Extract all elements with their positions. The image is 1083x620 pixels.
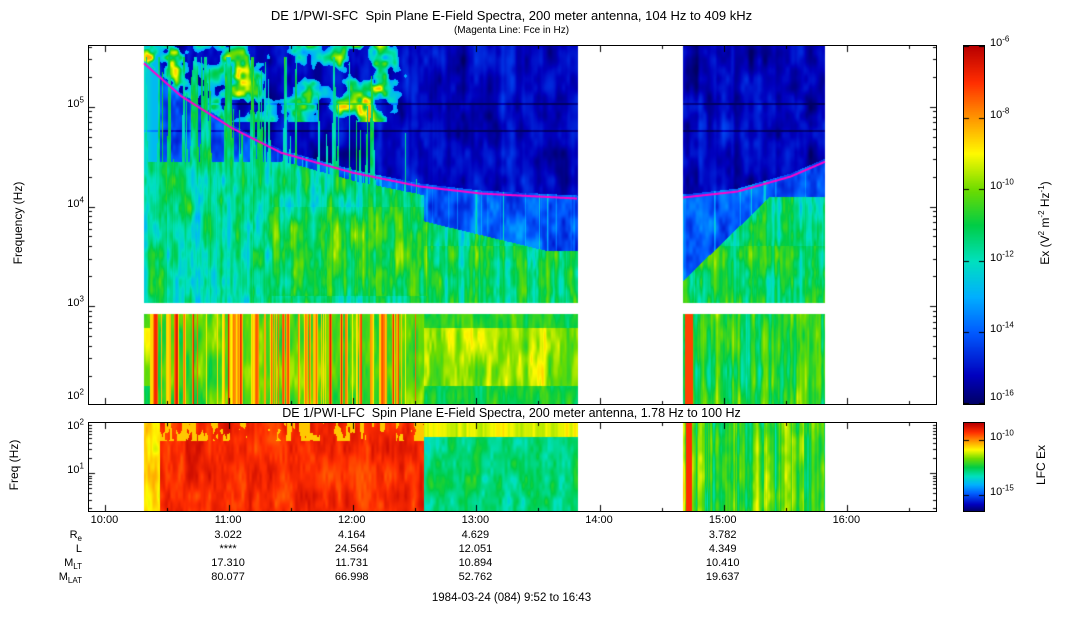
sfc-colorbar-label: Ex (V2 m-2 Hz-1) <box>1037 181 1052 265</box>
ephemeris-value: 3.782 <box>708 529 737 541</box>
time-tick-label: 16:00 <box>832 514 861 526</box>
ephemeris-value: 4.164 <box>337 529 366 541</box>
ephemeris-value: 4.349 <box>708 543 737 555</box>
caption: 1984-03-24 (084) 9:52 to 16:43 <box>431 592 592 604</box>
sfc-plot-subtitle: (Magenta Line: Fce in Hz) <box>453 25 570 36</box>
sfc-spectrogram-canvas <box>89 46 936 404</box>
ephemeris-value: **** <box>219 543 237 555</box>
ephemeris-value: 66.998 <box>334 571 369 583</box>
lfc-colorbar-tick-label: 10-15 <box>990 482 1014 498</box>
time-tick-label: 15:00 <box>708 514 737 526</box>
sfc-ytick-label: 104 <box>67 194 84 210</box>
sfc-spectrogram-plot <box>88 45 937 405</box>
sfc-colorbar-tick-label: 10-12 <box>990 249 1014 264</box>
sfc-colorbar <box>963 45 985 405</box>
ephemeris-value: 10.410 <box>705 557 740 569</box>
time-tick-label: 14:00 <box>585 514 613 526</box>
ephemeris-row-label: L <box>75 543 82 555</box>
time-tick-label: 10:00 <box>90 514 119 526</box>
sfc-colorbar-tick-label: 10-16 <box>990 388 1014 403</box>
lfc-colorbar-gradient <box>964 423 984 511</box>
ephemeris-value: 10.894 <box>458 557 493 569</box>
sfc-ytick-label: 102 <box>67 387 84 402</box>
sfc-colorbar-tick-label: 10-8 <box>990 105 1010 121</box>
ephemeris-value: 52.762 <box>458 571 493 583</box>
ephemeris-value: 12.051 <box>458 543 493 555</box>
ephemeris-value: 24.564 <box>334 543 369 555</box>
sfc-colorbar-gradient <box>964 46 984 404</box>
sfc-y-axis-label: Frequency (Hz) <box>11 181 25 265</box>
lfc-colorbar <box>963 422 985 512</box>
ephemeris-row-label: MLAT <box>58 571 82 586</box>
ephemeris-value: 17.310 <box>211 557 245 569</box>
sfc-ytick-label: 105 <box>67 95 84 110</box>
sfc-ytick-label: 103 <box>67 294 84 310</box>
lfc-ytick-label: 102 <box>67 417 84 432</box>
ephemeris-value: 11.731 <box>335 557 369 569</box>
lfc-ytick-label: 101 <box>67 461 84 477</box>
ephemeris-value: 80.077 <box>211 571 245 583</box>
sfc-plot-title: DE 1/PWI-SFC Spin Plane E-Field Spectra,… <box>270 8 753 23</box>
ephemeris-value: 19.637 <box>705 571 740 583</box>
lfc-plot-title: DE 1/PWI-LFC Spin Plane E-Field Spectra,… <box>282 406 741 420</box>
sfc-colorbar-tick-label: 10-6 <box>990 34 1010 49</box>
lfc-colorbar-tick-label: 10-10 <box>990 427 1014 443</box>
ephemeris-value: 4.629 <box>461 529 490 541</box>
ephemeris-row-label: Re <box>69 529 82 544</box>
lfc-spectrogram-canvas <box>89 423 936 511</box>
ephemeris-value: 3.022 <box>214 529 242 541</box>
time-tick-label: 12:00 <box>337 514 366 526</box>
time-tick-label: 13:00 <box>461 514 490 526</box>
lfc-colorbar-label: LFC Ex <box>1034 445 1048 486</box>
sfc-colorbar-tick-label: 10-10 <box>990 177 1014 193</box>
lfc-y-axis-label: Freq (Hz) <box>7 439 21 491</box>
sfc-colorbar-tick-label: 10-14 <box>990 320 1014 336</box>
time-tick-label: 11:00 <box>214 514 242 526</box>
lfc-spectrogram-plot <box>88 422 937 512</box>
ephemeris-row-label: MLT <box>64 557 82 572</box>
